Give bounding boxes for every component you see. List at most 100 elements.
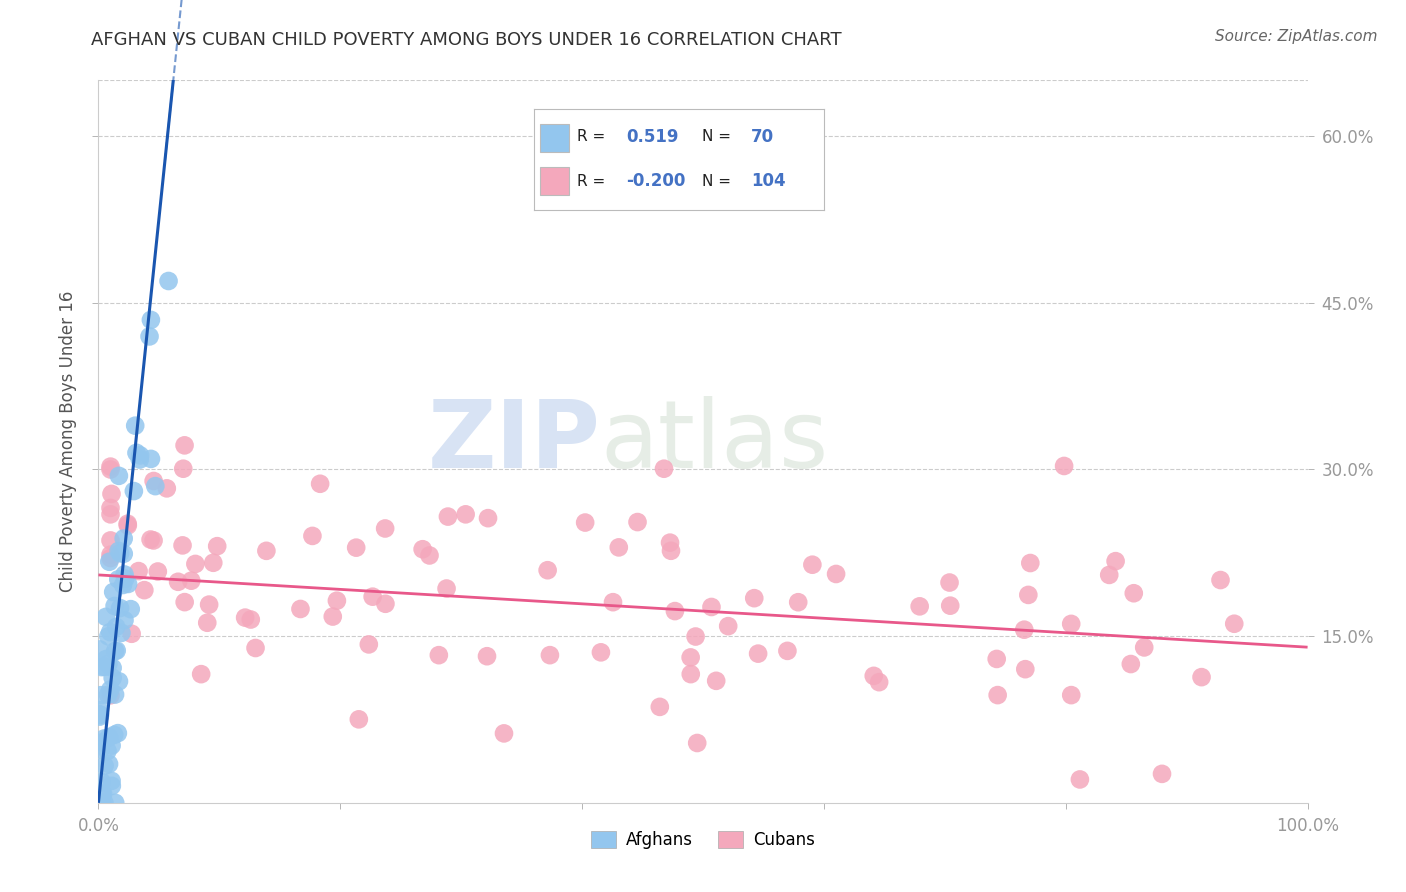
Cubans xyxy=(173,595,195,609)
Cubans xyxy=(195,615,218,630)
Afghans xyxy=(104,796,127,810)
Afghans xyxy=(90,742,112,756)
Cubans xyxy=(679,650,702,665)
Cubans xyxy=(477,511,499,525)
Cubans xyxy=(700,599,723,614)
Cubans xyxy=(1209,573,1232,587)
Cubans xyxy=(492,726,515,740)
Cubans xyxy=(659,543,682,558)
Afghans xyxy=(104,644,127,658)
Afghans xyxy=(139,313,162,327)
Cubans xyxy=(602,595,624,609)
Afghans xyxy=(94,652,117,666)
Cubans xyxy=(1119,657,1142,671)
Cubans xyxy=(180,574,202,588)
Afghans xyxy=(89,707,111,722)
Cubans xyxy=(100,551,122,566)
Cubans xyxy=(374,597,396,611)
Cubans xyxy=(659,535,682,549)
Cubans xyxy=(1150,767,1173,781)
Afghans xyxy=(108,674,131,689)
Cubans xyxy=(172,538,194,552)
Cubans xyxy=(862,669,884,683)
Afghans xyxy=(90,796,112,810)
Afghans xyxy=(138,329,160,343)
Cubans xyxy=(427,648,450,662)
Cubans xyxy=(322,609,344,624)
Afghans xyxy=(117,577,139,591)
Afghans xyxy=(97,657,120,671)
Afghans xyxy=(98,756,121,771)
Cubans xyxy=(142,533,165,548)
Afghans xyxy=(100,773,122,788)
Cubans xyxy=(1069,772,1091,787)
Afghans xyxy=(129,449,152,463)
Legend: Afghans, Cubans: Afghans, Cubans xyxy=(585,824,821,856)
Afghans xyxy=(89,709,111,723)
Afghans xyxy=(89,708,111,723)
Afghans xyxy=(112,532,135,546)
Cubans xyxy=(801,558,824,572)
Cubans xyxy=(347,712,370,726)
Cubans xyxy=(100,688,122,702)
Cubans xyxy=(454,508,477,522)
Cubans xyxy=(908,599,931,614)
Afghans xyxy=(89,703,111,717)
Afghans xyxy=(97,688,120,702)
Cubans xyxy=(233,610,256,624)
Afghans xyxy=(143,479,166,493)
Cubans xyxy=(202,556,225,570)
Cubans xyxy=(301,529,323,543)
Afghans xyxy=(93,758,115,772)
Cubans xyxy=(198,598,221,612)
Cubans xyxy=(117,516,139,531)
Afghans xyxy=(98,731,121,745)
Afghans xyxy=(114,567,136,582)
Afghans xyxy=(105,643,128,657)
Cubans xyxy=(986,652,1008,666)
Cubans xyxy=(1122,586,1144,600)
Afghans xyxy=(93,796,115,810)
Cubans xyxy=(938,575,960,590)
Afghans xyxy=(103,585,125,599)
Cubans xyxy=(538,648,561,662)
Cubans xyxy=(747,647,769,661)
Cubans xyxy=(939,599,962,613)
Cubans xyxy=(1053,458,1076,473)
Cubans xyxy=(100,500,122,515)
Cubans xyxy=(245,640,267,655)
Cubans xyxy=(326,593,349,607)
Cubans xyxy=(100,487,122,501)
Cubans xyxy=(142,474,165,488)
Cubans xyxy=(100,533,122,548)
Cubans xyxy=(648,699,671,714)
Afghans xyxy=(91,796,114,810)
Afghans xyxy=(105,620,128,634)
Afghans xyxy=(98,682,121,697)
Afghans xyxy=(107,572,129,586)
Cubans xyxy=(679,667,702,681)
Cubans xyxy=(536,563,558,577)
Afghans xyxy=(103,599,125,613)
Y-axis label: Child Poverty Among Boys Under 16: Child Poverty Among Boys Under 16 xyxy=(59,291,77,592)
Afghans xyxy=(101,661,124,675)
Afghans xyxy=(98,625,121,640)
Cubans xyxy=(589,645,612,659)
Afghans xyxy=(97,629,120,643)
Cubans xyxy=(787,595,810,609)
Afghans xyxy=(93,660,115,674)
Cubans xyxy=(704,673,727,688)
Cubans xyxy=(344,541,367,555)
Afghans xyxy=(90,787,112,801)
Afghans xyxy=(96,744,118,758)
Cubans xyxy=(776,644,799,658)
Cubans xyxy=(412,542,434,557)
Cubans xyxy=(190,667,212,681)
Afghans xyxy=(122,484,145,499)
Afghans xyxy=(108,468,131,483)
Cubans xyxy=(167,574,190,589)
Afghans xyxy=(107,726,129,740)
Cubans xyxy=(825,566,848,581)
Afghans xyxy=(112,547,135,561)
Afghans xyxy=(107,544,129,558)
